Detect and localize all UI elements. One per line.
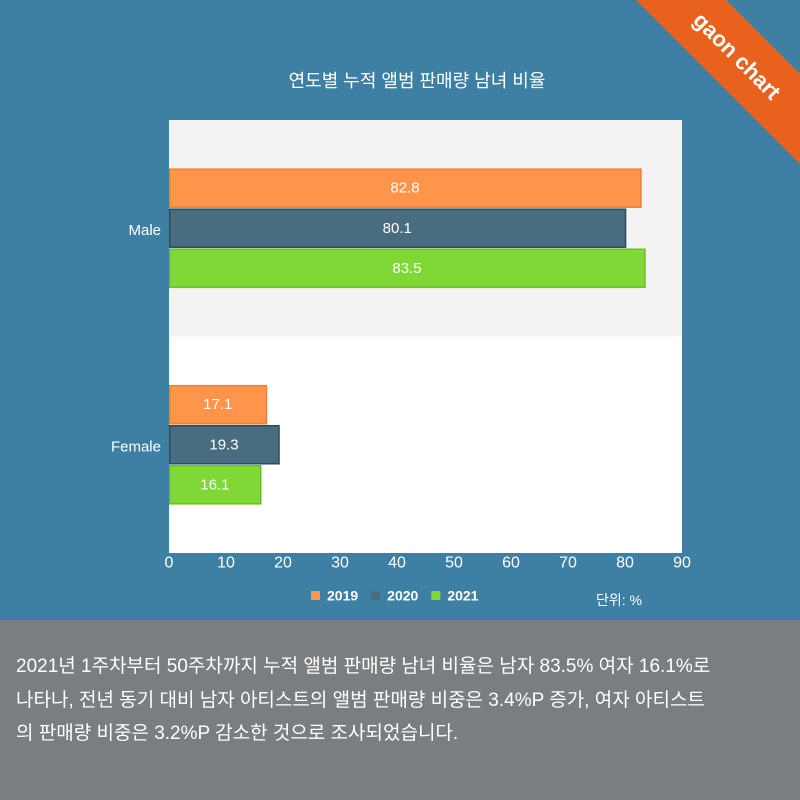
bar-female-2020	[169, 424, 280, 465]
x-tick-label: 0	[165, 555, 174, 572]
x-axis: 0 10 20 30 40 50 60 70 80 90	[165, 555, 691, 572]
bars	[169, 168, 646, 505]
legend-swatch	[311, 591, 320, 600]
chart-panel: 연도별 누적 앨범 판매량 남녀 비율 82.8 80.1 83.5 17.1 19.3…	[110, 71, 691, 608]
category-axis: Male Female	[111, 222, 161, 456]
data-label-female-2020: 19.3	[209, 436, 238, 453]
legend: 2019 2020 2021	[311, 588, 479, 604]
bar-male-2021	[169, 248, 646, 289]
data-labels: 82.8 80.1 83.5 17.1 19.3 16.1	[200, 180, 421, 494]
chart-title: 연도별 누적 앨범 판매량 남녀 비율	[289, 71, 546, 91]
legend-item-2021: 2021	[431, 588, 479, 604]
ribbon-band	[636, 0, 800, 164]
data-label-female-2019: 17.1	[203, 396, 232, 413]
description-line: 2021년 1주차부터 50주차까지 누적 앨범 판매량 남녀 비율은 남자 8…	[16, 656, 711, 677]
data-label-male-2021: 83.5	[392, 260, 421, 277]
x-tick-label: 10	[217, 555, 235, 572]
bar-female-2019	[169, 384, 268, 425]
x-tick-label: 80	[616, 555, 634, 572]
x-tick-label: 90	[673, 555, 691, 572]
bar-male-2020	[169, 208, 627, 249]
legend-item-2019: 2019	[311, 588, 358, 604]
category-label-male: Male	[128, 222, 161, 239]
legend-label: 2020	[387, 588, 418, 604]
brand-ribbon: gaon chart	[636, 0, 800, 164]
data-label-female-2021: 16.1	[200, 476, 229, 493]
data-label-male-2020: 80.1	[383, 220, 412, 237]
x-tick-label: 40	[388, 555, 406, 572]
data-label-male-2019: 82.8	[390, 180, 419, 197]
legend-swatch	[371, 591, 381, 600]
category-label-female: Female	[111, 438, 161, 455]
x-tick-label: 70	[559, 555, 577, 572]
x-tick-label: 30	[331, 555, 349, 572]
legend-label: 2019	[327, 588, 358, 604]
chart: 연도별 누적 앨범 판매량 남녀 비율 82.8 80.1 83.5 17.1 19.3…	[111, 71, 691, 608]
legend-label: 2021	[447, 588, 478, 604]
x-tick-label: 60	[502, 555, 520, 572]
description-line: 나타나, 전년 동기 대비 남자 아티스트의 앨범 판매량 비중은 3.4%P …	[16, 689, 705, 711]
bar-female-2021	[169, 465, 262, 505]
legend-item-2020: 2020	[371, 588, 419, 604]
bar-male-2019	[169, 168, 642, 208]
unit-label: 단위: %	[596, 592, 642, 608]
x-tick-label: 50	[445, 555, 463, 572]
x-tick-label: 20	[274, 555, 292, 572]
description-line: 의 판매량 비중은 3.2%P 감소한 것으로 조사되었습니다.	[16, 723, 459, 744]
legend-swatch	[431, 591, 441, 600]
description-panel: 2021년 1주차부터 50주차까지 누적 앨범 판매량 남녀 비율은 남자 8…	[0, 620, 800, 800]
